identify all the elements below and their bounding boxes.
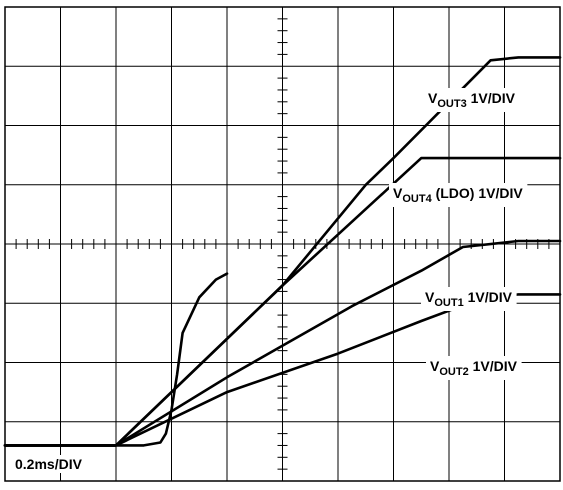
timebase-label: 0.2ms/DIV: [15, 456, 83, 472]
label-background: [421, 287, 517, 311]
label-symbol: V: [393, 185, 403, 201]
timebase-label-background: [11, 455, 87, 473]
label-background: [389, 183, 528, 207]
label-background: [424, 88, 520, 112]
trace-label-out3: VOUT3 1V/DIV: [428, 90, 516, 110]
graticule: [4, 6, 561, 482]
label-symbol: V: [428, 90, 438, 106]
label-scale: 1V/DIV: [469, 358, 518, 374]
label-scale: 1V/DIV: [464, 289, 513, 305]
traces: [3, 56, 562, 447]
label-subscript: OUT3: [437, 98, 466, 110]
trace-label-out4: VOUT4 (LDO) 1V/DIV: [393, 185, 523, 205]
label-symbol: V: [425, 289, 435, 305]
label-subscript: OUT4: [402, 193, 432, 205]
label-scale: (LDO) 1V/DIV: [432, 185, 524, 201]
label-background: [426, 356, 522, 380]
trace-label-out1: VOUT1 1V/DIV: [425, 289, 513, 309]
label-subscript: OUT1: [434, 297, 463, 309]
label-subscript: OUT2: [439, 366, 468, 378]
trace-label-out2: VOUT2 1V/DIV: [430, 358, 518, 378]
trace-ramp-4: [3, 272, 229, 447]
label-symbol: V: [430, 358, 440, 374]
label-scale: 1V/DIV: [467, 90, 516, 106]
